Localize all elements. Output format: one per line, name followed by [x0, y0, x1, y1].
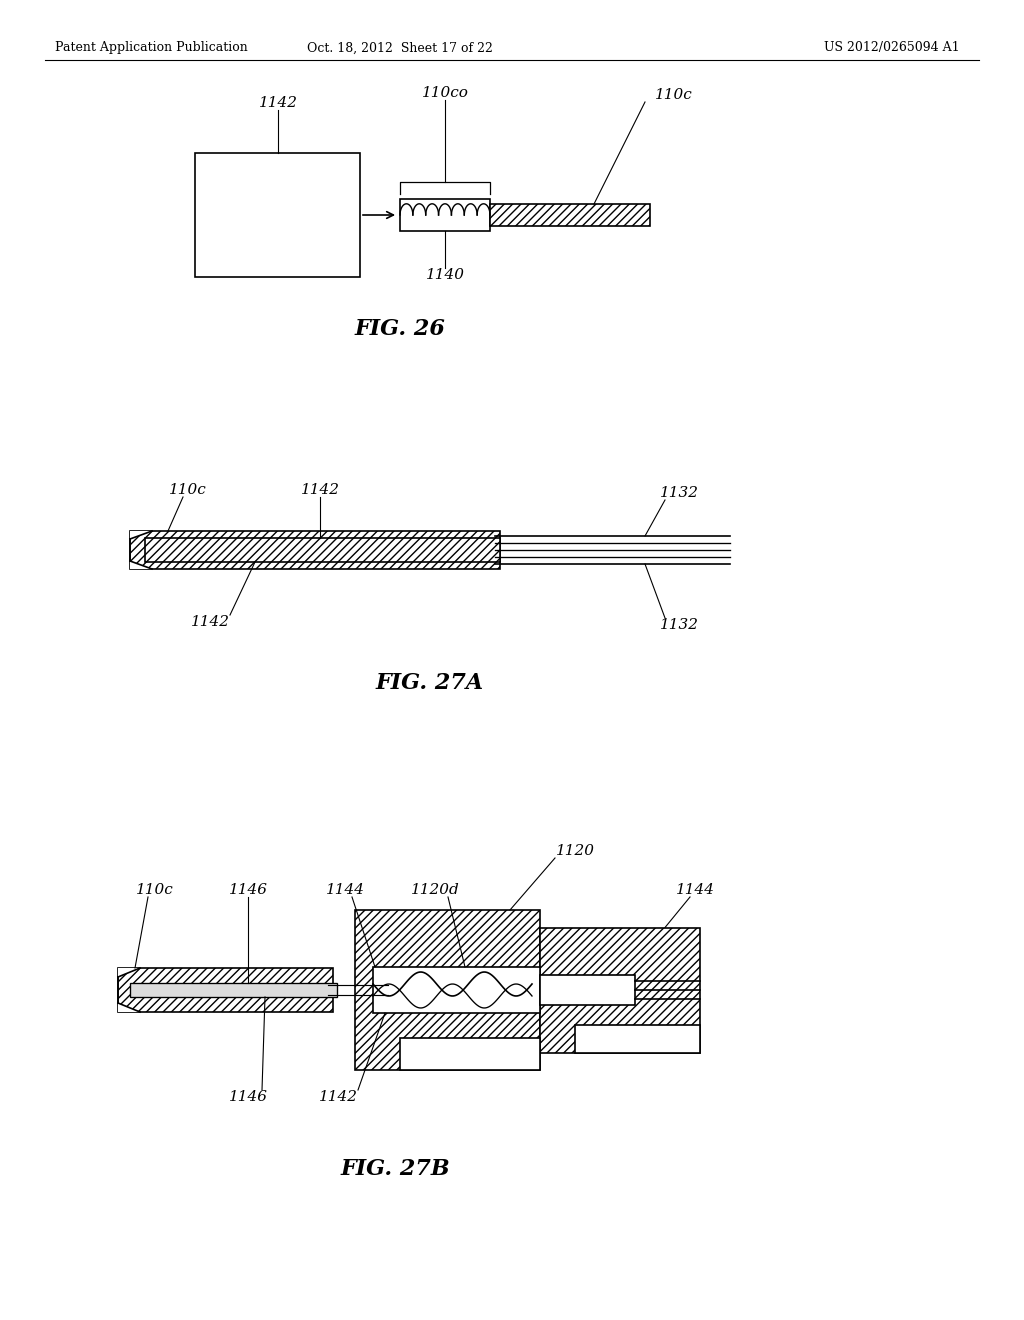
Text: 1142: 1142	[300, 483, 340, 498]
Text: 110c: 110c	[655, 88, 693, 102]
Bar	[145, 539, 500, 562]
Text: 1146: 1146	[228, 1090, 267, 1104]
Polygon shape	[130, 531, 152, 539]
Bar	[373, 968, 540, 1012]
Text: 1144: 1144	[676, 883, 715, 898]
Bar	[575, 1024, 700, 1052]
Text: 1132: 1132	[660, 486, 699, 500]
Polygon shape	[130, 561, 152, 569]
Polygon shape	[118, 968, 140, 977]
Text: Oct. 18, 2012  Sheet 17 of 22: Oct. 18, 2012 Sheet 17 of 22	[307, 41, 493, 54]
Bar	[540, 975, 635, 1005]
Text: US 2012/0265094 A1: US 2012/0265094 A1	[824, 41, 961, 54]
Text: FIG. 27A: FIG. 27A	[376, 672, 484, 694]
Text: 1120d: 1120d	[411, 883, 460, 898]
Bar	[400, 199, 490, 231]
Bar	[118, 968, 333, 1012]
Text: 1142: 1142	[258, 96, 298, 110]
Text: 1140: 1140	[426, 268, 465, 282]
Bar	[400, 1038, 540, 1071]
Bar	[355, 909, 540, 1071]
Text: 110c: 110c	[136, 883, 174, 898]
Text: 1132: 1132	[660, 618, 699, 632]
Bar	[490, 205, 650, 226]
Text: FIG. 26: FIG. 26	[354, 318, 445, 341]
Text: 1142: 1142	[318, 1090, 357, 1104]
Bar	[540, 928, 700, 1052]
Text: FIG. 27B: FIG. 27B	[340, 1158, 450, 1180]
Text: 110co: 110co	[422, 86, 468, 100]
Polygon shape	[118, 1003, 140, 1012]
Text: 1120: 1120	[555, 843, 595, 858]
Text: 1144: 1144	[326, 883, 365, 898]
Bar	[195, 153, 360, 277]
Text: 1142: 1142	[190, 615, 229, 630]
Text: Patent Application Publication: Patent Application Publication	[55, 41, 248, 54]
Text: 110c: 110c	[169, 483, 207, 498]
Bar	[130, 531, 500, 569]
Text: 1146: 1146	[228, 883, 267, 898]
Bar	[130, 983, 337, 997]
